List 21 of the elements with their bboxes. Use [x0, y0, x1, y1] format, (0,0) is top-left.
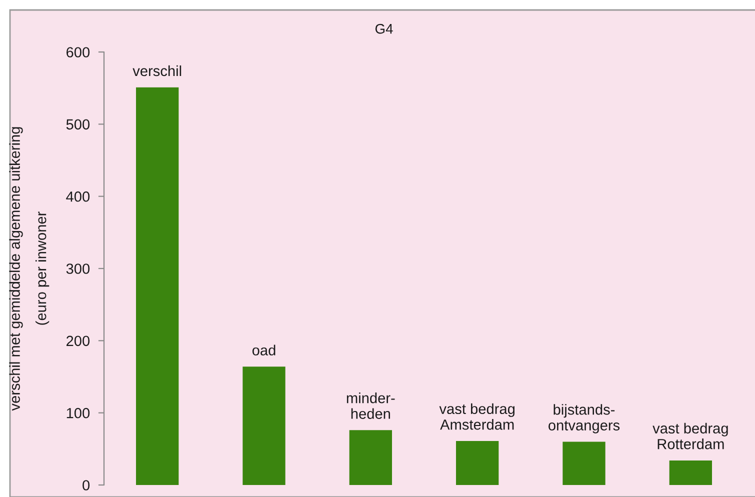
x-tick-label: minder- heden: [346, 392, 395, 419]
bar: [136, 87, 179, 485]
y-tick-label: 300: [66, 264, 90, 274]
y-tick-label: 200: [66, 336, 90, 346]
bar: [562, 442, 606, 485]
bar: [349, 430, 392, 485]
bar: [242, 366, 286, 485]
bar: [669, 460, 712, 485]
x-tick-label: vast bedrag Rotterdam: [652, 422, 728, 450]
y-tick-label: 0: [82, 480, 90, 490]
chart-title: G4: [375, 24, 393, 34]
y-tick-label: 600: [66, 47, 90, 58]
x-tick-label: oad: [252, 344, 276, 356]
y-tick-label: 500: [66, 119, 90, 130]
y-tick-label: 400: [66, 191, 90, 202]
y-tick-label: 100: [66, 408, 90, 418]
x-tick-label: bijstands- ontvangers: [548, 404, 620, 434]
bar: [456, 440, 499, 485]
x-tick-label: vast bedrag Amsterdam: [439, 403, 514, 430]
y-axis-title: verschil met gemiddelde algemene uitkering (euro per inwoner: [9, 127, 50, 411]
x-tick-label: verschil: [132, 65, 182, 76]
